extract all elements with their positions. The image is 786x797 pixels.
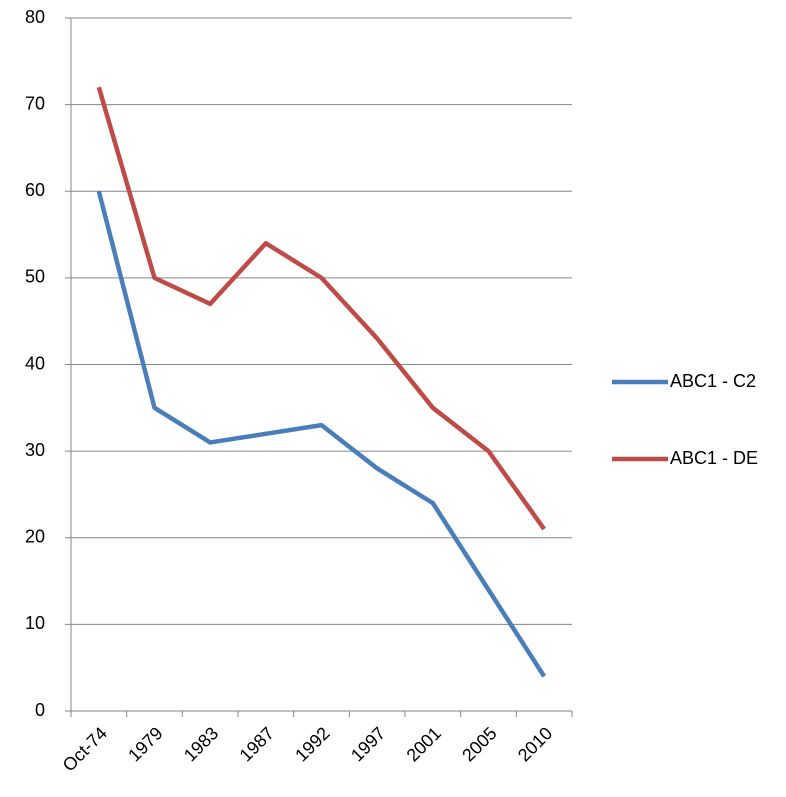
- legend-label: ABC1 - DE: [670, 448, 758, 468]
- x-tick-label: 2005: [458, 723, 500, 765]
- x-tick-label: 1983: [180, 723, 222, 765]
- y-tick-label: 70: [25, 93, 45, 113]
- y-tick-label: 60: [25, 180, 45, 200]
- y-tick-label: 50: [25, 267, 45, 287]
- x-tick-label: 1997: [347, 723, 389, 765]
- y-tick-label: 80: [25, 7, 45, 27]
- y-tick-label: 30: [25, 440, 45, 460]
- legend-label: ABC1 - C2: [670, 371, 756, 391]
- series-line: [96, 86, 546, 531]
- y-tick-label: 40: [25, 353, 45, 373]
- x-tick-label: 2001: [403, 723, 445, 765]
- x-tick-label: 1979: [124, 723, 166, 765]
- x-tick-label: 1987: [236, 723, 278, 765]
- y-tick-label: 10: [25, 613, 45, 633]
- y-tick-label: 0: [35, 700, 45, 720]
- y-tick-label: 20: [25, 527, 45, 547]
- x-tick-label: 1992: [291, 723, 333, 765]
- series-line: [96, 190, 547, 678]
- x-tick-label: Oct-74: [59, 723, 111, 775]
- x-tick-label: 2010: [514, 723, 556, 765]
